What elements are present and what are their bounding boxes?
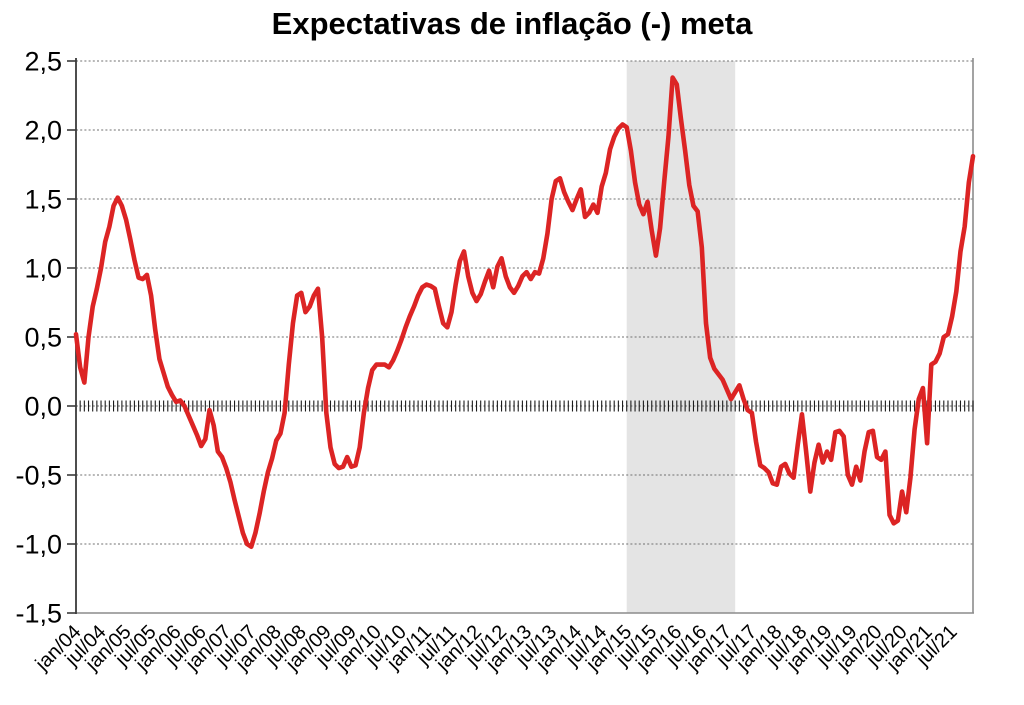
y-tick-label: 1,0 xyxy=(24,254,62,284)
y-tick-label: 0,5 xyxy=(24,323,62,353)
y-tick-labels: 2,5 2,0 1,5 1,0 0,5 0,0 -0,5 -1,0 -1,5 xyxy=(15,47,62,629)
y-tick-label: 1,5 xyxy=(24,185,62,215)
zero-axis-ticks xyxy=(75,400,974,412)
y-tick-label: 2,0 xyxy=(24,116,62,146)
chart-title: Expectativas de inflação (-) meta xyxy=(271,6,753,41)
series-line xyxy=(73,75,976,550)
y-tick-label: 0,0 xyxy=(24,392,62,422)
y-tick-label: -0,5 xyxy=(15,461,62,491)
plot-frame xyxy=(76,58,974,614)
y-tick-label: -1,5 xyxy=(15,599,62,629)
series-expectativas-line xyxy=(73,75,976,550)
x-tick-labels: jan/04jul/04jan/05jul/05jan/06jul/06jan/… xyxy=(31,621,962,676)
y-tick-label: 2,5 xyxy=(24,47,62,77)
h-gridlines xyxy=(76,60,973,545)
y-tick-label: -1,0 xyxy=(15,530,62,560)
